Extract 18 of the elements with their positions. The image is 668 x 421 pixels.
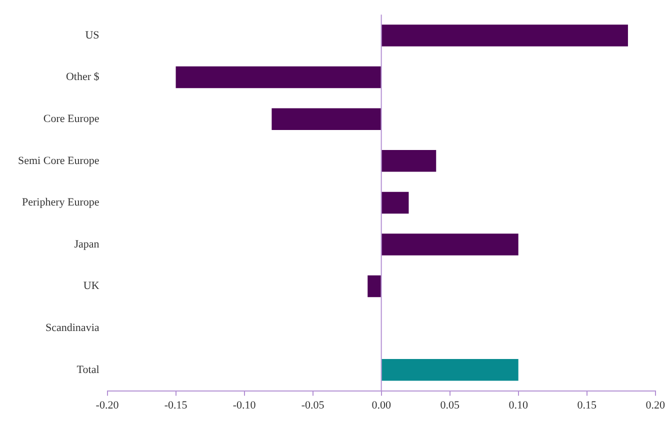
x-tick-label: -0.05 (301, 399, 325, 412)
y-tick-label: Periphery Europe (22, 196, 100, 209)
y-tick-label: Core Europe (43, 112, 100, 125)
x-tick-label: -0.15 (164, 399, 188, 412)
x-tick-label: 0.10 (508, 399, 528, 412)
y-tick-label: US (85, 29, 100, 42)
x-tick-label: 0.05 (440, 399, 460, 412)
y-tick-label: Semi Core Europe (18, 154, 100, 167)
x-tick-label: 0.15 (577, 399, 597, 412)
y-tick-label: Other $ (66, 71, 100, 84)
y-tick-label: UK (83, 280, 100, 292)
y-tick-label: Japan (74, 238, 100, 250)
y-tick-label: Scandinavia (45, 322, 100, 334)
x-tick-label: 0.00 (372, 399, 392, 412)
y-tick-label: Total (76, 364, 100, 376)
x-tick-label: 0.20 (646, 399, 666, 412)
x-tick-label: -0.20 (96, 399, 120, 412)
x-tick-label: -0.10 (232, 399, 256, 412)
